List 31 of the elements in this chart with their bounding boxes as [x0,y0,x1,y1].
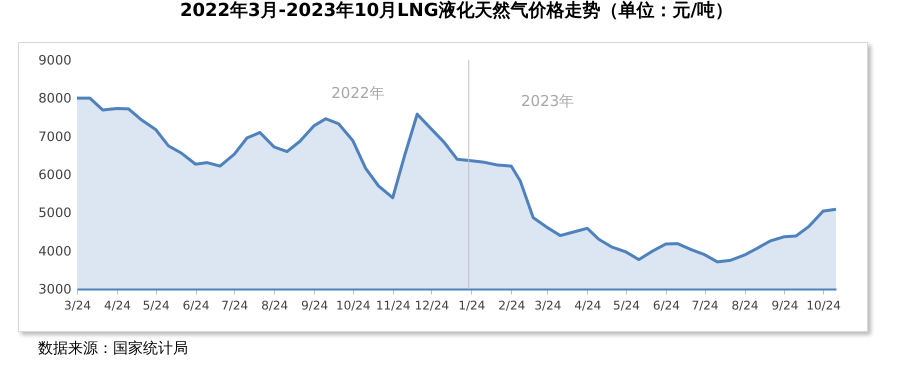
y-tick-label: 9000 [38,54,72,68]
x-tick-label: 9/24 [301,298,328,312]
x-tick-label: 8/24 [732,298,758,312]
y-tick-label: 7000 [38,130,72,145]
x-tick-label: 3/24 [64,298,91,312]
x-tick-label: 8/24 [261,298,288,312]
x-tick-label: 7/24 [221,298,248,312]
annotation: 2023年 [520,92,574,110]
y-tick-label: 4000 [38,244,72,260]
y-tick-label: 6000 [38,168,72,183]
chart-title: 2022年3月-2023年10月LNG液化天然气价格走势（单位：元/吨） [180,0,734,21]
y-tick-label: 8000 [38,92,72,107]
x-tick-label: 1/24 [458,298,486,312]
x-tick-label: 4/24 [574,298,602,312]
x-tick-label: 5/24 [612,298,640,312]
x-tick-label: 6/24 [652,298,680,312]
x-tick-label: 2/24 [498,298,526,312]
source-note: 数据来源：国家统计局 [38,339,188,358]
x-tick-label: 10/24 [336,298,371,312]
x-tick-label: 3/24 [534,298,562,312]
y-tick-label: 3000 [38,282,72,298]
annotation: 2022年 [331,84,384,102]
x-tick-label: 10/24 [806,298,841,312]
x-tick-label: 6/24 [182,298,210,312]
x-tick-label: 9/24 [771,298,798,312]
x-tick-label: 12/24 [414,298,450,312]
x-tick-label: 5/24 [142,298,170,312]
x-tick-label: 4/24 [104,298,131,312]
x-tick-label: 7/24 [692,298,719,312]
x-tick-label: 11/24 [376,298,411,312]
y-tick-label: 5000 [38,206,72,222]
